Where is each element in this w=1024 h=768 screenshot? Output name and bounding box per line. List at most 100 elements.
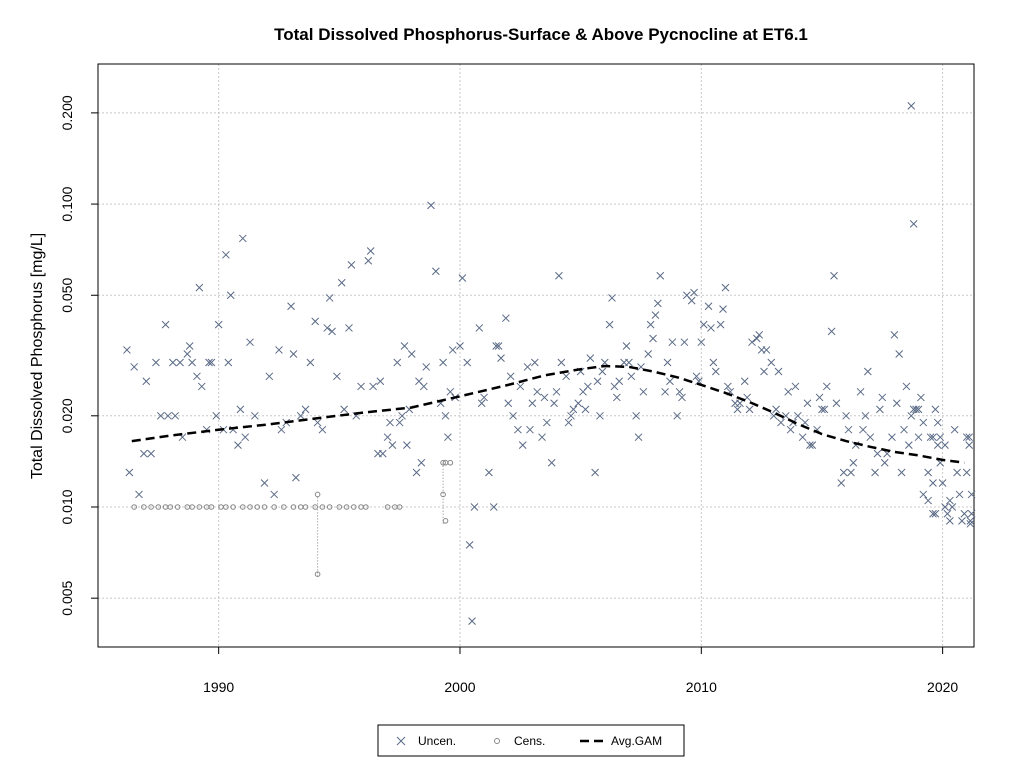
uncensored-point bbox=[723, 382, 732, 391]
uncensored-point bbox=[456, 342, 464, 350]
uncensored-point bbox=[876, 405, 884, 414]
uncensored-point bbox=[412, 468, 421, 477]
uncensored-point bbox=[929, 479, 937, 487]
uncensored-point bbox=[337, 278, 346, 287]
x-tick-label: 1990 bbox=[203, 679, 234, 695]
uncensored-point bbox=[296, 411, 305, 420]
uncensored-point bbox=[581, 405, 590, 414]
uncensored-point bbox=[938, 479, 947, 487]
uncensored-point bbox=[912, 405, 920, 414]
uncensored-point bbox=[123, 346, 131, 354]
uncensored-point bbox=[241, 433, 250, 442]
uncensored-point bbox=[156, 411, 165, 420]
uncensored-point bbox=[897, 468, 906, 477]
uncensored-point bbox=[152, 358, 160, 367]
uncensored-point bbox=[135, 490, 143, 499]
uncensored-point bbox=[176, 358, 184, 367]
uncensored-point bbox=[494, 342, 503, 350]
uncensored-point bbox=[666, 377, 674, 386]
uncensored-point bbox=[168, 358, 177, 367]
censored-point bbox=[384, 504, 391, 510]
uncensored-point bbox=[395, 418, 404, 427]
uncensored-point bbox=[468, 617, 476, 625]
uncensored-point bbox=[543, 418, 551, 427]
x-tick-label: 2010 bbox=[686, 679, 717, 695]
uncensored-point bbox=[485, 468, 493, 477]
uncensored-point bbox=[400, 342, 409, 350]
y-axis: 0.005 0.010 0.020 0.050 0.100 0.200 bbox=[59, 95, 98, 616]
uncensored-point bbox=[946, 517, 954, 525]
legend-cens-icon bbox=[494, 738, 500, 744]
censored-point bbox=[131, 504, 137, 510]
uncensored-point bbox=[197, 382, 206, 391]
legend: Uncen. Cens. Avg.GAM bbox=[377, 724, 685, 757]
uncensored-point bbox=[822, 382, 831, 391]
uncensored-point bbox=[224, 358, 233, 367]
uncensored-point bbox=[842, 411, 850, 420]
legend-box bbox=[377, 724, 685, 757]
uncensored-point bbox=[827, 327, 836, 336]
y-tick-label: 0.200 bbox=[59, 95, 75, 130]
uncensored-point bbox=[552, 387, 561, 396]
plot-area bbox=[97, 63, 975, 648]
uncensored-point bbox=[586, 354, 595, 363]
chart-title: Total Dissolved Phosphorus-Surface & Abo… bbox=[274, 25, 808, 44]
uncensored-point bbox=[929, 509, 937, 518]
uncensored-point bbox=[492, 342, 501, 350]
uncensored-point bbox=[340, 405, 349, 414]
uncensored-point bbox=[967, 490, 976, 499]
uncensored-point bbox=[760, 367, 768, 376]
uncensored-point bbox=[767, 358, 776, 367]
uncensored-point bbox=[441, 411, 450, 420]
uncensored-point bbox=[538, 433, 546, 442]
uncensored-point bbox=[533, 387, 542, 396]
censored-point bbox=[336, 504, 343, 510]
censored-point bbox=[230, 504, 236, 510]
censored-point bbox=[440, 459, 446, 466]
uncensored-point bbox=[236, 405, 245, 414]
uncensored-point bbox=[550, 399, 558, 408]
uncensored-point bbox=[948, 503, 957, 511]
uncensored-point bbox=[697, 338, 706, 347]
uncensored-point bbox=[820, 405, 829, 414]
uncensored-point bbox=[830, 271, 838, 280]
uncensored-point bbox=[470, 503, 479, 511]
uncensored-point bbox=[439, 358, 447, 367]
avg-gam-line bbox=[131, 364, 965, 464]
uncensored-point bbox=[422, 363, 431, 371]
uncensored-point bbox=[130, 363, 139, 371]
uncensored-point bbox=[950, 425, 959, 434]
uncensored-point bbox=[690, 288, 698, 297]
uncensored-point bbox=[644, 350, 653, 358]
censored-point bbox=[208, 504, 215, 510]
uncensored-point bbox=[907, 101, 916, 110]
uncensored-point bbox=[965, 433, 974, 442]
uncensored-point bbox=[596, 411, 604, 420]
uncensored-point bbox=[966, 519, 975, 528]
x-tick-label: 2000 bbox=[444, 679, 475, 695]
uncensored-point bbox=[777, 418, 785, 427]
uncensored-point bbox=[364, 256, 373, 265]
censored-point bbox=[254, 504, 261, 510]
uncensored-point bbox=[745, 405, 754, 414]
uncensored-point bbox=[567, 411, 575, 420]
uncensored-point bbox=[733, 405, 742, 414]
uncensored-point bbox=[762, 346, 771, 354]
uncensored-point bbox=[463, 358, 472, 367]
uncensored-point bbox=[721, 283, 730, 292]
uncensored-point bbox=[504, 399, 513, 408]
censored-ranges bbox=[317, 462, 444, 577]
uncensored-point bbox=[369, 382, 377, 391]
censored-point bbox=[148, 504, 154, 510]
uncensored-point bbox=[289, 350, 298, 358]
uncensored-point bbox=[480, 393, 488, 402]
uncensored-point bbox=[892, 399, 901, 408]
uncensored-point bbox=[847, 468, 855, 477]
uncensored-point bbox=[646, 320, 655, 329]
uncensored-point bbox=[668, 338, 677, 347]
uncensored-point bbox=[774, 367, 783, 376]
uncensored-point bbox=[516, 382, 525, 391]
y-tick-label: 0.020 bbox=[59, 398, 75, 433]
uncensored-point bbox=[936, 433, 945, 442]
